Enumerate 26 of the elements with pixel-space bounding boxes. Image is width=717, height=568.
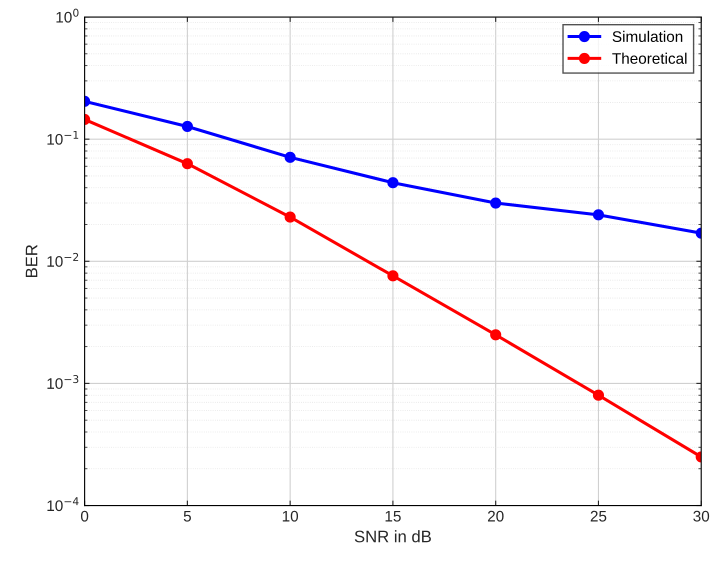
point	[387, 270, 398, 282]
x-tick-label: 25	[590, 510, 606, 522]
point	[182, 158, 193, 170]
y-tick-label: 10$^{−1}$	[47, 130, 78, 145]
y-axis-title: BER	[26, 244, 38, 278]
point	[592, 390, 604, 401]
y-tick-label: 10$^{−2}$	[47, 252, 78, 267]
x-tick-label: 10	[282, 510, 298, 522]
x-tick-label: 20	[488, 510, 504, 522]
x-tick-label: 0	[80, 510, 88, 522]
point	[490, 329, 502, 340]
point	[284, 152, 296, 163]
x-axis-title: SNR in dB	[354, 530, 431, 542]
x-tick-label: 15	[386, 510, 401, 522]
legend-label: Theoretical	[612, 52, 686, 64]
y-tick-label: 10$^{−4}$	[47, 497, 79, 512]
legend-label: Simulation	[612, 30, 682, 42]
point	[182, 120, 193, 132]
point	[592, 209, 604, 220]
point	[387, 177, 398, 188]
y-tick-label: 10$^{−3}$	[47, 375, 78, 389]
x-tick-label: 5	[184, 510, 191, 522]
y-tick-label: 10$^{0}$	[56, 8, 79, 23]
point	[490, 197, 502, 209]
point	[284, 212, 296, 223]
x-tick-label: 30	[693, 510, 710, 522]
